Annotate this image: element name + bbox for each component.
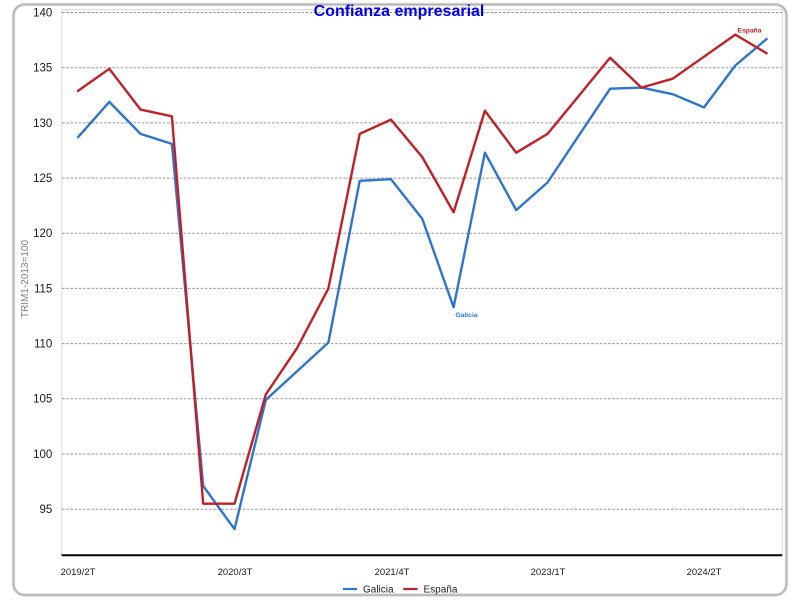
svg-text:95: 95 (40, 504, 53, 516)
svg-text:100: 100 (33, 449, 52, 461)
svg-text:Galicia: Galicia (455, 312, 478, 319)
svg-text:140: 140 (33, 7, 52, 19)
svg-text:130: 130 (33, 118, 52, 130)
svg-text:125: 125 (33, 173, 52, 185)
svg-text:España: España (424, 585, 458, 596)
svg-text:2024/2T: 2024/2T (687, 567, 722, 578)
svg-text:105: 105 (33, 394, 52, 406)
svg-text:España: España (737, 27, 761, 34)
svg-text:Galicia: Galicia (363, 585, 394, 596)
svg-text:Confianza empresarial: Confianza empresarial (314, 3, 485, 20)
svg-text:135: 135 (33, 63, 52, 75)
svg-text:2021/4T: 2021/4T (375, 567, 410, 578)
svg-text:2020/3T: 2020/3T (218, 567, 253, 578)
svg-text:2023/1T: 2023/1T (531, 567, 566, 578)
svg-text:2019/2T: 2019/2T (61, 567, 96, 578)
svg-text:TRIM1-2013=100: TRIM1-2013=100 (20, 240, 31, 319)
svg-text:110: 110 (34, 339, 52, 351)
svg-text:120: 120 (33, 228, 52, 240)
svg-text:115: 115 (34, 283, 52, 295)
